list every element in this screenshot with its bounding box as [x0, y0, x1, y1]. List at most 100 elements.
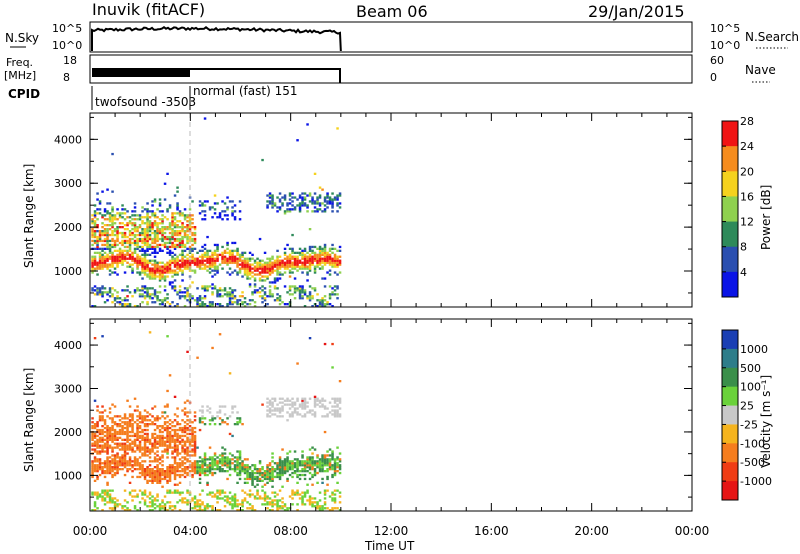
heatmap-cell: [193, 269, 197, 272]
heatmap-cell: [293, 208, 297, 211]
heatmap-cell: [98, 289, 102, 292]
heatmap-cell: [336, 198, 339, 201]
heatmap-cell: [178, 259, 182, 262]
heatmap-cell: [93, 216, 97, 219]
heatmap-cell: [111, 216, 114, 219]
heatmap-cell: [118, 436, 122, 439]
heatmap-cell: [166, 470, 169, 473]
heatmap-cell: [106, 239, 109, 243]
heatmap-cell: [306, 297, 309, 300]
heatmap-cell: [151, 499, 154, 502]
heatmap-cell: [126, 464, 129, 467]
heatmap-cell: [93, 440, 97, 443]
heatmap-cell: [121, 444, 124, 447]
heatmap-cell: [138, 261, 142, 264]
colorbar-swatch: [722, 330, 738, 350]
heatmap-cell: [138, 224, 142, 227]
heatmap-cell: [208, 493, 212, 496]
heatmap-cell: [163, 436, 167, 439]
heatmap-cell: [173, 440, 177, 443]
heatmap-cell: [208, 257, 212, 260]
heatmap-cell: [271, 466, 274, 469]
heatmap-cell: [168, 374, 172, 377]
heatmap-cell: [148, 273, 152, 276]
heatmap-cell: [141, 277, 144, 280]
heatmap-cell: [286, 243, 289, 247]
heatmap-cell: [303, 397, 307, 400]
heatmap-cell: [313, 202, 317, 205]
heatmap-cell: [231, 301, 234, 304]
heatmap-cell: [188, 440, 192, 443]
heatmap-cell: [278, 462, 282, 465]
heatmap-cell: [158, 210, 162, 213]
heatmap-cell: [138, 434, 142, 438]
heatmap-cell: [208, 263, 212, 266]
heatmap-cell: [251, 263, 254, 266]
heatmap-cell: [146, 295, 149, 298]
heatmap-cell: [303, 202, 307, 205]
heatmap-cell: [231, 505, 234, 508]
heatmap-cell: [241, 509, 244, 512]
heatmap-cell: [323, 255, 327, 258]
heatmap-cell: [273, 265, 277, 268]
heatmap-cell: [133, 462, 137, 465]
heatmap-cell: [148, 501, 152, 504]
heatmap-cell: [276, 273, 279, 276]
heatmap-cell: [211, 419, 214, 422]
heatmap-cell: [96, 438, 99, 441]
heatmap-cell: [181, 263, 184, 266]
heatmap-cell: [233, 289, 237, 292]
heatmap-cell: [311, 263, 314, 266]
heatmap-cell: [183, 468, 187, 471]
heatmap-cell: [293, 287, 297, 290]
heatmap-cell: [91, 432, 94, 436]
heatmap-cell: [181, 450, 184, 453]
heatmap-cell: [196, 462, 199, 465]
heatmap-cell: [93, 450, 97, 453]
heatmap-cell: [98, 261, 102, 264]
heatmap-cell: [238, 477, 242, 481]
heatmap-cell: [203, 452, 207, 455]
heatmap-cell: [238, 452, 242, 455]
heatmap-cell: [153, 275, 157, 278]
heatmap-cell: [173, 413, 177, 416]
heatmap-cell: [158, 507, 162, 510]
heatmap-cell: [256, 265, 259, 268]
heatmap-cell: [301, 249, 304, 252]
colorbar-tick-label: 100: [740, 381, 761, 394]
heatmap-cell: [173, 507, 177, 510]
heatmap-cell: [201, 409, 204, 412]
heatmap-cell: [158, 477, 162, 481]
heatmap-cell: [108, 243, 112, 247]
heatmap-cell: [193, 446, 197, 449]
heatmap-cell: [211, 473, 214, 477]
heatmap-cell: [118, 430, 122, 434]
heatmap-cell: [173, 483, 177, 486]
heatmap-cell: [203, 458, 207, 461]
heatmap-cell: [108, 428, 112, 432]
colorbar-tick-label: 20: [740, 165, 754, 178]
heatmap-cell: [113, 218, 117, 221]
heatmap-cell: [116, 233, 119, 237]
heatmap-cell: [163, 440, 167, 443]
heatmap-cell: [123, 249, 127, 252]
heatmap-cell: [146, 425, 149, 428]
heatmap-cell: [98, 267, 102, 270]
heatmap-cell: [143, 253, 147, 256]
heatmap-cell: [161, 436, 164, 439]
heatmap-cell: [188, 255, 192, 258]
heatmap-cell: [298, 293, 302, 296]
heatmap-cell: [291, 405, 294, 408]
heatmap-cell: [326, 483, 329, 486]
heatmap-cell: [276, 277, 279, 280]
heatmap-cell: [198, 507, 202, 510]
heatmap-cell: [163, 503, 167, 506]
heatmap-cell: [258, 479, 262, 482]
heatmap-cell: [141, 271, 144, 274]
heatmap-cell: [206, 503, 209, 506]
heatmap-cell: [153, 442, 157, 445]
heatmap-cell: [273, 277, 277, 280]
heatmap-cell: [236, 505, 239, 508]
heatmap-cell: [331, 261, 334, 264]
heatmap-cell: [126, 228, 129, 231]
